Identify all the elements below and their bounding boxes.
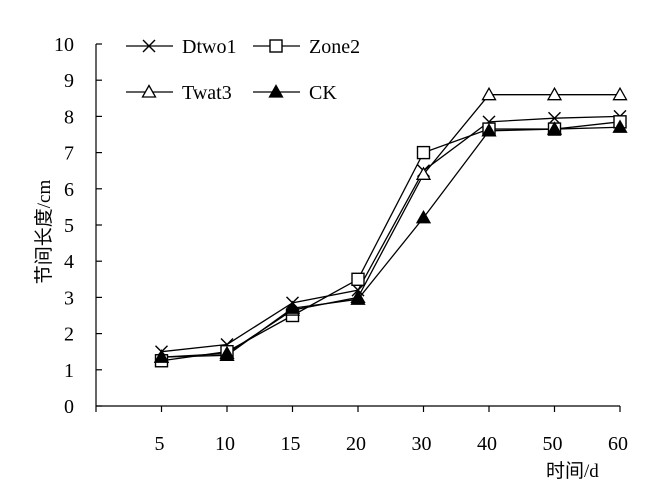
x-axis-label: 时间/d bbox=[546, 460, 599, 482]
legend-item-Dtwo1: Dtwo1 bbox=[126, 36, 236, 58]
legend-item-Twat3: Twat3 bbox=[126, 82, 232, 104]
data-point-CK bbox=[350, 291, 366, 305]
x-tick-label: 30 bbox=[412, 433, 432, 455]
x-axis: 5 10 15 20 30 40 50 60 bbox=[95, 405, 628, 455]
series-line-CK bbox=[161, 126, 621, 358]
y-tick-label: 6 bbox=[64, 179, 74, 201]
data-point-CK bbox=[284, 300, 301, 314]
x-tick-label: 5 bbox=[155, 433, 165, 455]
data-point-Zone2 bbox=[416, 145, 431, 160]
x-tick-label: 10 bbox=[215, 433, 235, 455]
data-point-Dtwo1 bbox=[548, 111, 561, 125]
series-markers bbox=[153, 86, 628, 368]
x-tick-label: 60 bbox=[608, 433, 628, 455]
y-tick-label: 3 bbox=[64, 287, 74, 309]
legend-item-Zone2: Zone2 bbox=[253, 36, 360, 58]
y-tick-label: 0 bbox=[64, 396, 74, 418]
series-line-Twat3 bbox=[161, 94, 620, 358]
legend-marker bbox=[268, 84, 284, 98]
legend-marker bbox=[142, 39, 156, 53]
data-point-CK bbox=[415, 209, 432, 224]
y-tick-label: 9 bbox=[64, 70, 74, 92]
series-lines bbox=[161, 94, 621, 362]
data-point-CK bbox=[546, 121, 563, 135]
legend-marker-stroke bbox=[142, 39, 156, 53]
data-point-Twat3 bbox=[612, 86, 628, 101]
y-tick-label: 2 bbox=[64, 324, 74, 346]
legend: Dtwo1 Zone2 Twat3 CK bbox=[126, 36, 360, 104]
legend-label: CK bbox=[309, 82, 337, 104]
y-tick-label: 5 bbox=[64, 215, 74, 237]
y-tick-label: 8 bbox=[64, 106, 74, 128]
legend-label: Zone2 bbox=[309, 36, 360, 58]
data-point-CK bbox=[612, 119, 628, 133]
x-tick-label: 15 bbox=[281, 433, 301, 455]
legend-label: Twat3 bbox=[182, 82, 232, 104]
data-point-CK bbox=[219, 347, 235, 361]
data-point-CK bbox=[153, 349, 170, 363]
y-tick-label: 10 bbox=[54, 34, 74, 56]
data-point-Zone2 bbox=[351, 272, 365, 286]
y-tick-label: 4 bbox=[64, 251, 74, 273]
data-point-Twat3 bbox=[481, 86, 497, 101]
data-point-Twat3 bbox=[415, 166, 432, 180]
x-tick-label: 20 bbox=[346, 433, 366, 455]
y-axis: 0 1 2 3 4 5 6 7 8 9 10 bbox=[54, 34, 102, 418]
series-line-Zone2 bbox=[161, 121, 621, 362]
series-line-Dtwo1 bbox=[161, 115, 621, 353]
y-tick-label: 1 bbox=[64, 360, 74, 382]
data-point-CK bbox=[481, 123, 497, 137]
y-axis-label: 节间长度/cm bbox=[33, 180, 55, 285]
data-point-Dtwo1-stroke bbox=[548, 111, 561, 125]
legend-item-CK: CK bbox=[253, 82, 337, 104]
x-tick-label: 40 bbox=[477, 433, 497, 455]
legend-label: Dtwo1 bbox=[182, 36, 236, 58]
y-tick-label: 7 bbox=[64, 143, 74, 165]
data-point-Twat3 bbox=[546, 86, 563, 101]
legend-marker bbox=[141, 84, 157, 98]
legend-marker bbox=[269, 39, 283, 53]
x-tick-label: 50 bbox=[543, 433, 563, 455]
